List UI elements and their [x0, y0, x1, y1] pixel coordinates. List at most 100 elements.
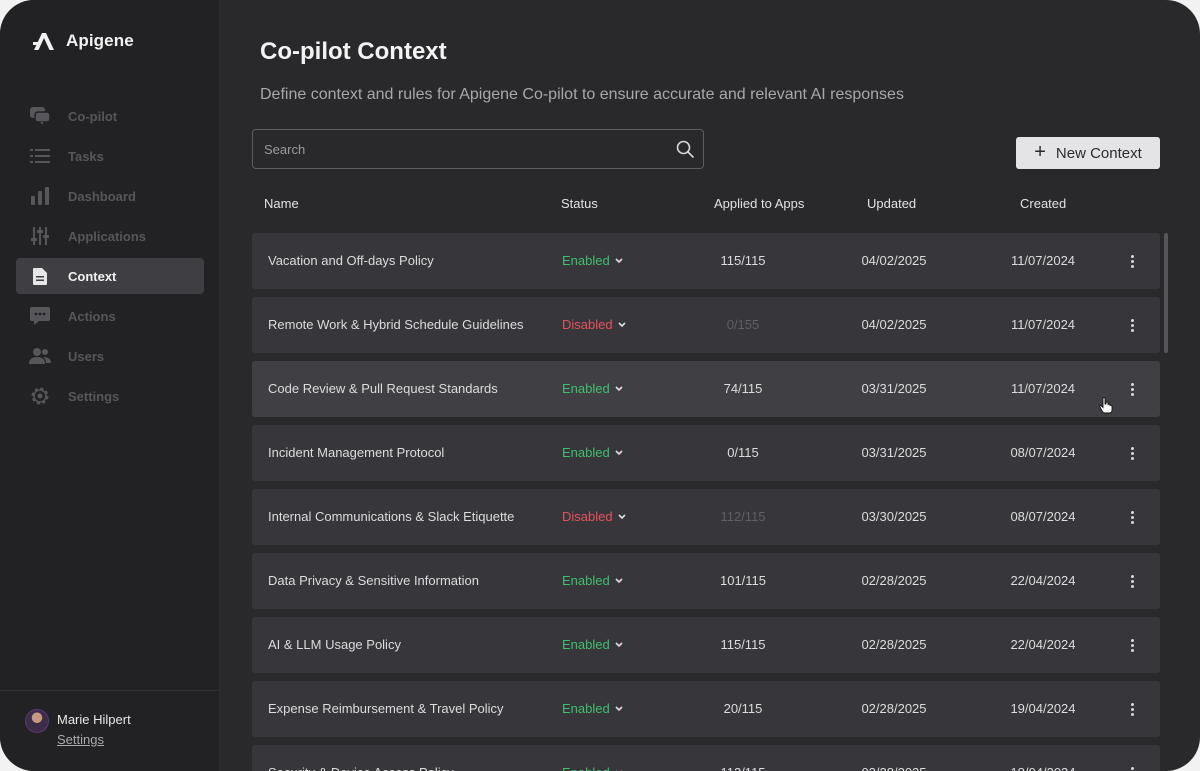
status-dropdown[interactable]: Disabled — [562, 317, 626, 332]
row-updated: 04/02/2025 — [861, 317, 927, 332]
bar-chart-icon — [28, 184, 52, 208]
sidebar-item-label: Actions — [68, 308, 116, 324]
sidebar-item-label: Settings — [68, 388, 120, 404]
column-header-name[interactable]: Name — [264, 196, 299, 211]
sidebar-item-settings[interactable]: Settings — [16, 378, 204, 414]
chevron-down-icon — [615, 449, 623, 455]
row-updated: 02/28/2025 — [861, 573, 927, 588]
row-applied-apps: 74/115 — [723, 381, 763, 396]
row-name: Security & Device Access Policy — [268, 765, 454, 771]
row-created: 19/04/2024 — [1010, 701, 1076, 716]
row-applied-apps: 115/115 — [720, 253, 766, 268]
row-name: Remote Work & Hybrid Schedule Guidelines — [268, 317, 524, 332]
more-options-icon[interactable] — [1124, 251, 1140, 271]
table-row[interactable]: AI & LLM Usage Policy Enabled 115/115 02/28… — [252, 617, 1160, 673]
table-row[interactable]: Security & Device Access Policy Enabled 11… — [252, 745, 1160, 771]
row-updated: 04/02/2025 — [861, 253, 927, 268]
table-row[interactable]: Vacation and Off-days Policy Enabled 115/1… — [252, 233, 1160, 289]
status-label: Disabled — [562, 317, 613, 332]
sidebar-item-co-pilot[interactable]: Co-pilot — [16, 98, 204, 134]
sidebar-item-label: Users — [68, 348, 105, 364]
search-icon[interactable] — [676, 140, 694, 163]
table-row[interactable]: Remote Work & Hybrid Schedule Guidelines… — [252, 297, 1160, 353]
status-label: Enabled — [562, 637, 610, 652]
status-label: Enabled — [562, 765, 610, 771]
status-dropdown[interactable]: Enabled — [562, 573, 623, 588]
chevron-down-icon — [618, 513, 626, 519]
sliders-icon — [28, 224, 52, 248]
more-options-icon[interactable] — [1124, 699, 1140, 719]
new-context-button[interactable]: + New Context — [1016, 137, 1160, 169]
sidebar-item-label: Tasks — [68, 148, 104, 164]
chevron-down-icon — [615, 257, 623, 263]
message-icon — [28, 304, 52, 328]
row-created: 11/07/2024 — [1010, 381, 1076, 396]
row-name: AI & LLM Usage Policy — [268, 637, 401, 652]
row-updated: 03/31/2025 — [861, 381, 927, 396]
table-row[interactable]: Code Review & Pull Request Standards Enab… — [252, 361, 1160, 417]
row-updated: 02/28/2025 — [861, 637, 927, 652]
user-settings-link[interactable]: Settings — [57, 732, 104, 747]
sidebar-item-users[interactable]: Users — [16, 338, 204, 374]
row-created: 11/07/2024 — [1010, 253, 1076, 268]
row-name: Internal Communications & Slack Etiquett… — [268, 509, 515, 524]
sidebar-item-label: Applications — [68, 228, 147, 244]
column-header-created[interactable]: Created — [1020, 196, 1067, 211]
row-applied-apps: 0/155 — [726, 317, 760, 332]
sidebar-item-actions[interactable]: Actions — [16, 298, 204, 334]
column-header-status[interactable]: Status — [561, 196, 598, 211]
more-options-icon[interactable] — [1124, 507, 1140, 527]
table-header: Name Status Applied to Apps Updated Crea… — [252, 196, 1160, 214]
row-applied-apps: 20/115 — [723, 701, 763, 716]
list-icon — [28, 144, 52, 168]
table-row[interactable]: Internal Communications & Slack Etiquett… — [252, 489, 1160, 545]
apigene-logo-icon — [33, 33, 54, 50]
status-dropdown[interactable]: Enabled — [562, 253, 623, 268]
more-options-icon[interactable] — [1124, 315, 1140, 335]
table-row[interactable]: Expense Reimbursement & Travel Policy Ena… — [252, 681, 1160, 737]
status-dropdown[interactable]: Enabled — [562, 765, 623, 771]
search-input[interactable] — [264, 130, 664, 168]
more-options-icon[interactable] — [1124, 571, 1140, 591]
status-dropdown[interactable]: Enabled — [562, 445, 623, 460]
more-options-icon[interactable] — [1124, 443, 1140, 463]
column-header-updated[interactable]: Updated — [867, 196, 917, 211]
table-row[interactable]: Data Privacy & Sensitive Information Enab… — [252, 553, 1160, 609]
sidebar-item-context[interactable]: Context — [16, 258, 204, 294]
row-applied-apps: 101/115 — [719, 573, 767, 588]
more-options-icon[interactable] — [1124, 379, 1140, 399]
sidebar-item-applications[interactable]: Applications — [16, 218, 204, 254]
avatar[interactable] — [25, 709, 49, 733]
status-label: Enabled — [562, 573, 610, 588]
status-dropdown[interactable]: Enabled — [562, 381, 623, 396]
chevron-down-icon — [615, 641, 623, 647]
row-created: 11/07/2024 — [1010, 317, 1076, 332]
table-row[interactable]: Incident Management Protocol Enabled 0/115… — [252, 425, 1160, 481]
hand-cursor-icon — [1099, 397, 1113, 414]
sidebar-item-dashboard[interactable]: Dashboard — [16, 178, 204, 214]
row-created: 18/04/2024 — [993, 765, 1093, 771]
new-context-button-label: New Context — [1055, 144, 1142, 162]
status-dropdown[interactable]: Enabled — [562, 701, 623, 716]
status-dropdown[interactable]: Enabled — [562, 637, 623, 652]
more-options-icon[interactable] — [1124, 635, 1140, 655]
sidebar-item-tasks[interactable]: Tasks — [16, 138, 204, 174]
more-options-icon[interactable] — [1124, 763, 1140, 771]
column-header-applied-to-apps[interactable]: Applied to Apps — [714, 196, 805, 211]
status-label: Enabled — [562, 445, 610, 460]
status-dropdown[interactable]: Disabled — [562, 509, 626, 524]
gear-icon — [28, 384, 52, 408]
chevron-down-icon — [615, 577, 623, 583]
brand[interactable]: Apigene — [31, 30, 134, 52]
row-applied-apps: 112/115 — [720, 509, 766, 524]
row-name: Expense Reimbursement & Travel Policy — [268, 701, 504, 716]
chevron-down-icon — [615, 705, 623, 711]
brand-name: Apigene — [66, 31, 134, 50]
row-updated: 03/31/2025 — [861, 445, 927, 460]
status-label: Enabled — [562, 701, 610, 716]
row-name: Vacation and Off-days Policy — [268, 253, 434, 268]
status-label: Disabled — [562, 509, 613, 524]
scrollbar[interactable] — [1164, 233, 1168, 353]
user-panel: Marie Hilpert Settings — [0, 690, 220, 771]
